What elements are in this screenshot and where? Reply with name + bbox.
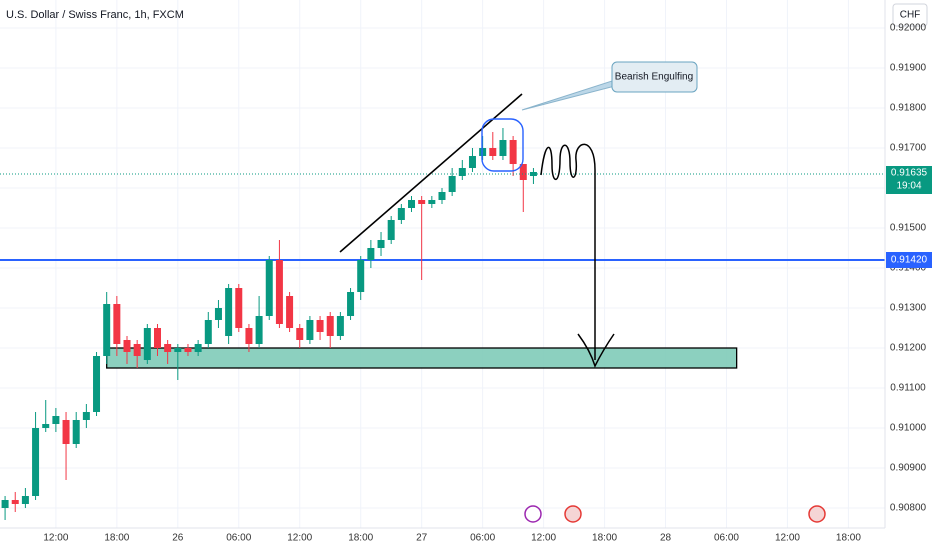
candle-body bbox=[286, 296, 294, 328]
y-tick-label: 0.92000 bbox=[890, 23, 927, 34]
y-tick-label: 0.90900 bbox=[890, 463, 927, 474]
y-tick-label: 0.91800 bbox=[890, 103, 927, 114]
y-tick-label: 0.90800 bbox=[890, 503, 927, 514]
x-tick-label: 06:00 bbox=[226, 533, 251, 544]
currency-label[interactable]: CHF bbox=[900, 10, 921, 21]
last-price-box bbox=[886, 166, 932, 194]
y-tick-label: 0.91900 bbox=[890, 63, 927, 74]
highlight-circle bbox=[481, 118, 524, 172]
candle-body bbox=[265, 260, 273, 316]
candle-body bbox=[509, 140, 517, 164]
x-tick-label: 12:00 bbox=[531, 533, 556, 544]
y-tick-label: 0.91200 bbox=[890, 343, 927, 354]
candle-body bbox=[93, 356, 101, 412]
candle-body bbox=[52, 416, 60, 424]
candle-body bbox=[113, 304, 121, 344]
candle-body bbox=[296, 328, 304, 340]
candle-body bbox=[408, 200, 416, 208]
candle-body bbox=[82, 412, 90, 420]
x-tick-label: 26 bbox=[172, 533, 184, 544]
candle-body bbox=[306, 320, 314, 340]
x-tick-label: 12:00 bbox=[43, 533, 68, 544]
event-icon[interactable] bbox=[808, 505, 826, 523]
candle-body bbox=[357, 260, 365, 292]
y-tick-label: 0.91000 bbox=[890, 423, 927, 434]
event-icon[interactable] bbox=[564, 505, 582, 523]
candle-body bbox=[143, 328, 151, 360]
candle-body bbox=[377, 240, 385, 248]
candle-body bbox=[174, 348, 182, 352]
candle-body bbox=[519, 164, 527, 180]
level-label: 0.91420 bbox=[891, 255, 928, 266]
candle-body bbox=[32, 428, 40, 496]
chart-title: U.S. Dollar / Swiss Franc, 1h, FXCM bbox=[6, 9, 184, 21]
callout-box bbox=[611, 61, 698, 93]
candle-body bbox=[153, 328, 161, 348]
x-tick-label: 18:00 bbox=[592, 533, 617, 544]
x-tick-label: 18:00 bbox=[348, 533, 373, 544]
x-tick-label: 28 bbox=[660, 533, 672, 544]
annotation: Bearish Engulfing bbox=[615, 72, 693, 83]
candle-body bbox=[458, 168, 466, 176]
candle-body bbox=[204, 320, 212, 344]
candle-body bbox=[1, 500, 9, 508]
y-tick-label: 0.91400 bbox=[890, 263, 927, 274]
candle-body bbox=[499, 140, 507, 156]
event-icon[interactable] bbox=[524, 505, 542, 523]
y-tick-label: 0.91300 bbox=[890, 303, 927, 314]
x-tick-label: 12:00 bbox=[775, 533, 800, 544]
candle-body bbox=[62, 420, 70, 444]
y-tick-label: 0.91700 bbox=[890, 143, 927, 154]
candle-body bbox=[326, 316, 334, 336]
projection-path bbox=[540, 143, 596, 360]
x-tick-label: 06:00 bbox=[714, 533, 739, 544]
candle-body bbox=[397, 208, 405, 220]
candle-body bbox=[255, 316, 263, 344]
candle-body bbox=[42, 424, 50, 428]
arrow-head bbox=[577, 333, 615, 368]
x-tick-label: 06:00 bbox=[470, 533, 495, 544]
candle-body bbox=[428, 200, 436, 204]
x-tick-label: 27 bbox=[416, 533, 428, 544]
level-label-box bbox=[886, 252, 932, 268]
x-tick-label: 18:00 bbox=[104, 533, 129, 544]
candle-body bbox=[387, 220, 395, 240]
candle-body bbox=[438, 192, 446, 200]
candle-body bbox=[336, 316, 344, 336]
candle-body bbox=[275, 260, 283, 324]
candle-body bbox=[133, 344, 141, 356]
candle-body bbox=[11, 500, 19, 504]
candle-body bbox=[367, 248, 375, 260]
candle-body bbox=[184, 348, 192, 352]
candle-body bbox=[448, 176, 456, 192]
x-tick-label: 12:00 bbox=[287, 533, 312, 544]
candle-body bbox=[418, 200, 426, 204]
x-tick-label: 18:00 bbox=[836, 533, 861, 544]
candle-body bbox=[194, 344, 202, 352]
candle-body bbox=[235, 288, 243, 328]
candle-body bbox=[489, 148, 497, 156]
candle-body bbox=[21, 496, 29, 504]
countdown-label: 19:04 bbox=[896, 181, 921, 192]
candle-body bbox=[347, 292, 355, 316]
last-price-label: 0.91635 bbox=[891, 168, 928, 179]
candle-body bbox=[245, 328, 253, 344]
y-tick-label: 0.91100 bbox=[890, 383, 926, 394]
y-tick-label: 0.91500 bbox=[890, 223, 927, 234]
candle-body bbox=[225, 288, 233, 336]
candle-body bbox=[72, 420, 80, 444]
candle-body bbox=[123, 340, 131, 352]
candle-body bbox=[214, 308, 222, 320]
trend-line bbox=[339, 93, 523, 253]
candle-body bbox=[468, 156, 476, 168]
currency-button[interactable] bbox=[892, 3, 928, 27]
candle-body bbox=[164, 344, 172, 352]
candle-body bbox=[103, 304, 111, 356]
candle-body bbox=[316, 320, 324, 332]
candle-body bbox=[529, 172, 537, 176]
